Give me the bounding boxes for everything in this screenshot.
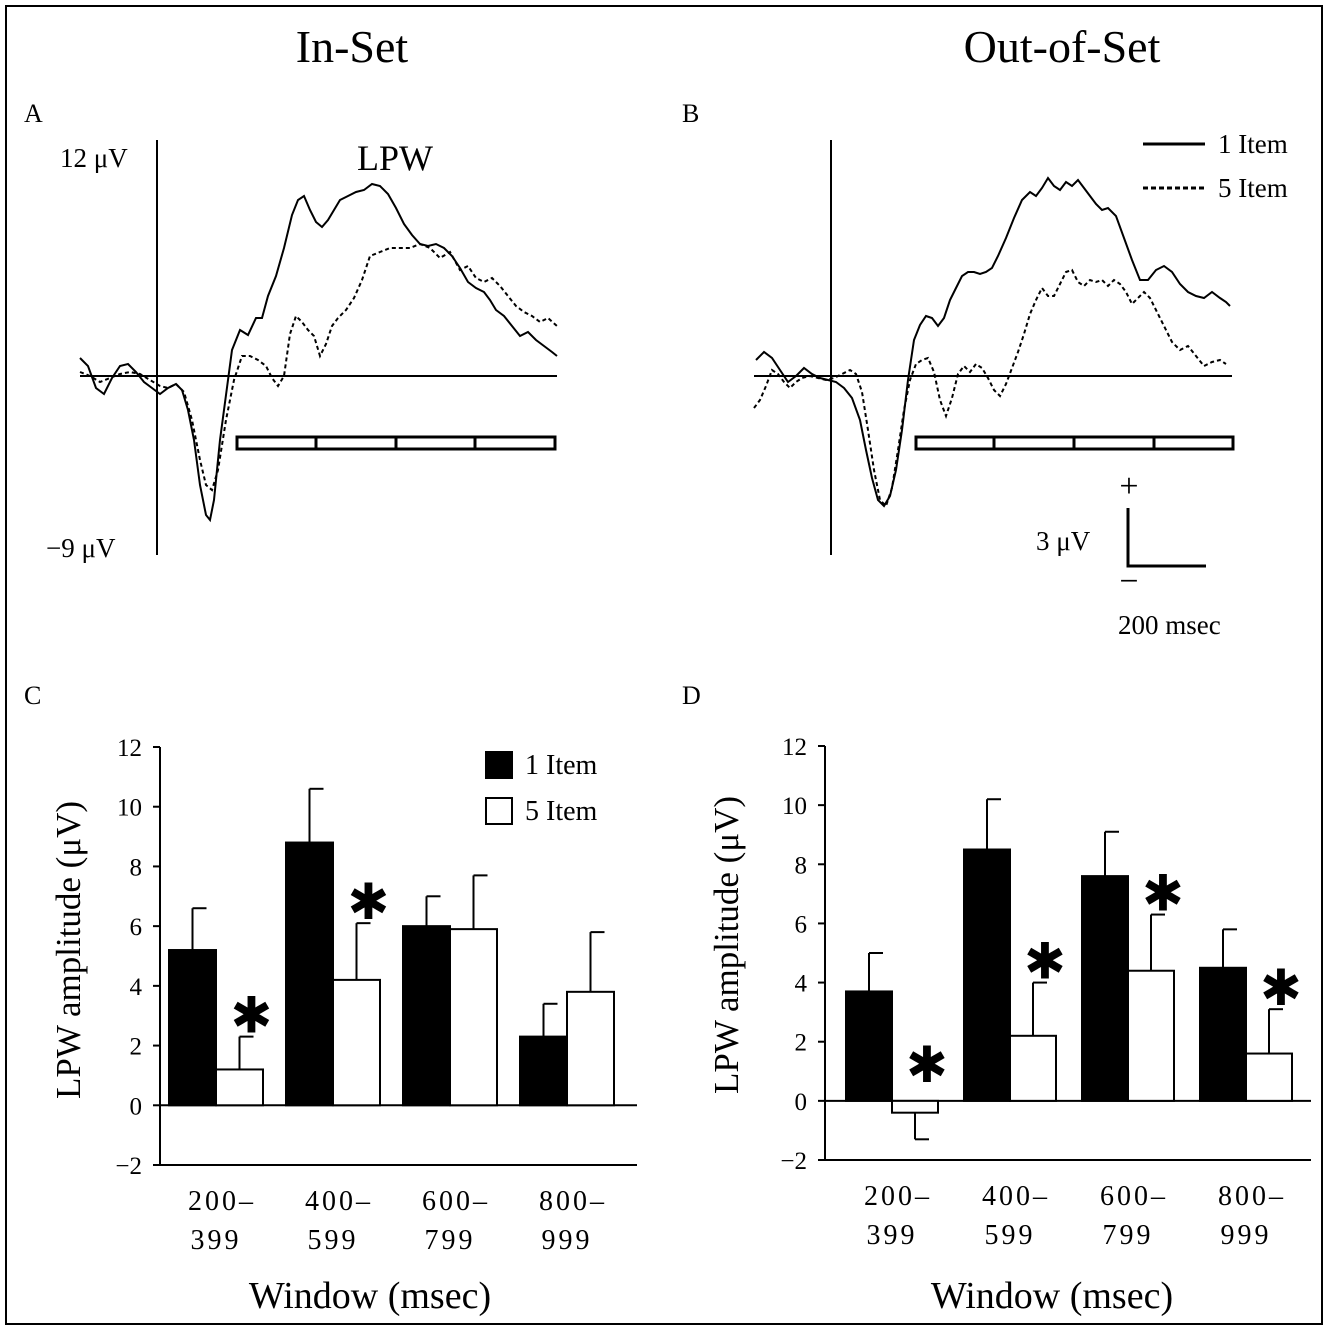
chart-d-bar-1item	[963, 848, 1011, 1102]
chart-c-significance-asterisk: ✱	[231, 988, 273, 1044]
chart-d-y-tick-label: 6	[795, 911, 808, 938]
chart-c-y-tick-label: 6	[130, 914, 143, 941]
chart-d-bar-1item	[845, 990, 893, 1102]
chart-d-y-tick-label: 8	[795, 852, 808, 879]
chart-c-category-label: 800–	[539, 1186, 607, 1217]
chart-c-category-label: 999	[542, 1225, 593, 1256]
chart-d-bar-1item	[1081, 875, 1129, 1102]
chart-c-y-tick-label: 12	[117, 735, 142, 762]
panel-label-c: C	[24, 681, 41, 710]
chart-d-y-tick-label: 0	[795, 1089, 808, 1116]
chart-c-significance-asterisk: ✱	[348, 874, 390, 930]
chart-c-legend-swatch-5item	[485, 797, 513, 825]
scale-voltage-label: 3 μV	[1036, 526, 1091, 556]
chart-d-category-label: 400–	[982, 1181, 1050, 1212]
chart-d-y-tick-label: 10	[782, 793, 807, 820]
erp-panel-a: 12 μV −9 μV LPW	[46, 138, 558, 563]
chart-c-ylabel: LPW amplitude (μV)	[49, 801, 88, 1099]
erp-legend-solid-label: 1 Item	[1218, 129, 1288, 159]
panel-label-d: D	[682, 681, 701, 710]
chart-d-ylabel: LPW amplitude (μV)	[707, 796, 746, 1094]
erp-a-window-bar	[235, 435, 557, 451]
chart-c-legend-label-1item: 1 Item	[525, 750, 598, 781]
bar-chart-c: LPW amplitude (μV) Window (msec) 1 Item …	[49, 735, 637, 1317]
chart-c-bar-5item	[449, 928, 498, 1107]
bar-chart-d: LPW amplitude (μV) Window (msec) −2 0 2 4 6 8…	[707, 734, 1311, 1317]
chart-d-category-label: 600–	[1100, 1181, 1168, 1212]
erp-a-bottom-label: −9 μV	[46, 533, 116, 563]
chart-c-y-tick-label: −2	[115, 1153, 142, 1180]
chart-d-y-tick-label: −2	[780, 1148, 807, 1175]
erp-panel-b: 1 Item 5 Item + − 3 μV 200 msec	[753, 129, 1288, 640]
chart-c-category-label: 400–	[305, 1186, 373, 1217]
chart-c-category-label: 799	[425, 1225, 476, 1256]
chart-c-y-tick-label: 2	[130, 1034, 143, 1061]
scale-bar	[1126, 508, 1206, 568]
erp-legend-dashed-label: 5 Item	[1218, 173, 1288, 203]
chart-c-bar-1item	[402, 925, 451, 1107]
scale-time-label: 200 msec	[1118, 610, 1221, 640]
chart-c-category-label: 599	[308, 1225, 359, 1256]
chart-c-category-label: 200–	[188, 1186, 256, 1217]
chart-d-y-tick-label: 12	[782, 734, 807, 761]
panel-label-b: B	[682, 99, 699, 128]
chart-c-bar-5item	[332, 978, 381, 1107]
chart-d-bar-5item	[1009, 1034, 1057, 1102]
chart-d-bar-5item	[891, 1099, 939, 1114]
chart-d-y-tick-label: 2	[795, 1030, 808, 1057]
chart-d-category-label: 800–	[1218, 1181, 1286, 1212]
erp-a-5item-waveform	[79, 242, 558, 492]
erp-b-1item-waveform	[755, 176, 1231, 508]
chart-d-significance-asterisk: ✱	[1024, 934, 1066, 990]
title-out-of-set: Out-of-Set	[964, 21, 1161, 72]
chart-d-category-label: 399	[867, 1220, 918, 1251]
chart-c-category-label: 399	[191, 1225, 242, 1256]
chart-d-significance-asterisk: ✱	[1142, 866, 1184, 922]
lpw-label: LPW	[357, 138, 433, 178]
chart-c-bar-5item	[566, 990, 615, 1107]
chart-c-xlabel: Window (msec)	[249, 1275, 491, 1317]
chart-d-xlabel: Window (msec)	[931, 1275, 1173, 1317]
chart-c-bar-5item	[215, 1068, 264, 1107]
chart-c-bar-1item	[285, 841, 334, 1107]
title-in-set: In-Set	[296, 21, 409, 72]
chart-d-significance-asterisk: ✱	[1260, 960, 1302, 1016]
panel-label-a: A	[24, 99, 43, 128]
erp-b-window-bar	[914, 435, 1235, 451]
chart-c-y-tick-label: 10	[117, 795, 142, 822]
chart-c-legend: 1 Item 5 Item	[485, 750, 598, 827]
erp-b-5item-waveform	[753, 268, 1227, 508]
chart-c-category-label: 600–	[422, 1186, 490, 1217]
chart-c-legend-swatch-1item	[485, 751, 513, 779]
chart-d-category-label: 200–	[864, 1181, 932, 1212]
chart-c-legend-label-5item: 5 Item	[525, 796, 598, 827]
chart-c-bar-1item	[519, 1035, 568, 1107]
chart-c-y-tick-label: 8	[130, 854, 143, 881]
scale-plus-sign: +	[1119, 468, 1138, 505]
scale-minus-sign: −	[1119, 563, 1138, 600]
chart-c-bar-1item	[168, 949, 217, 1107]
chart-d-bar-1item	[1199, 966, 1247, 1102]
chart-d-category-label: 599	[985, 1220, 1036, 1251]
chart-d-bar-5item	[1127, 969, 1175, 1102]
chart-d-category-label: 799	[1103, 1220, 1154, 1251]
chart-d-bar-5item	[1245, 1052, 1293, 1102]
chart-c-y-tick-label: 0	[130, 1093, 143, 1120]
chart-d-significance-asterisk: ✱	[906, 1037, 948, 1093]
erp-a-1item-waveform	[79, 182, 558, 523]
erp-a-top-label: 12 μV	[60, 143, 128, 173]
chart-d-y-tick-label: 4	[795, 971, 808, 998]
chart-d-category-label: 999	[1221, 1220, 1272, 1251]
chart-c-y-tick-label: 4	[130, 974, 143, 1001]
